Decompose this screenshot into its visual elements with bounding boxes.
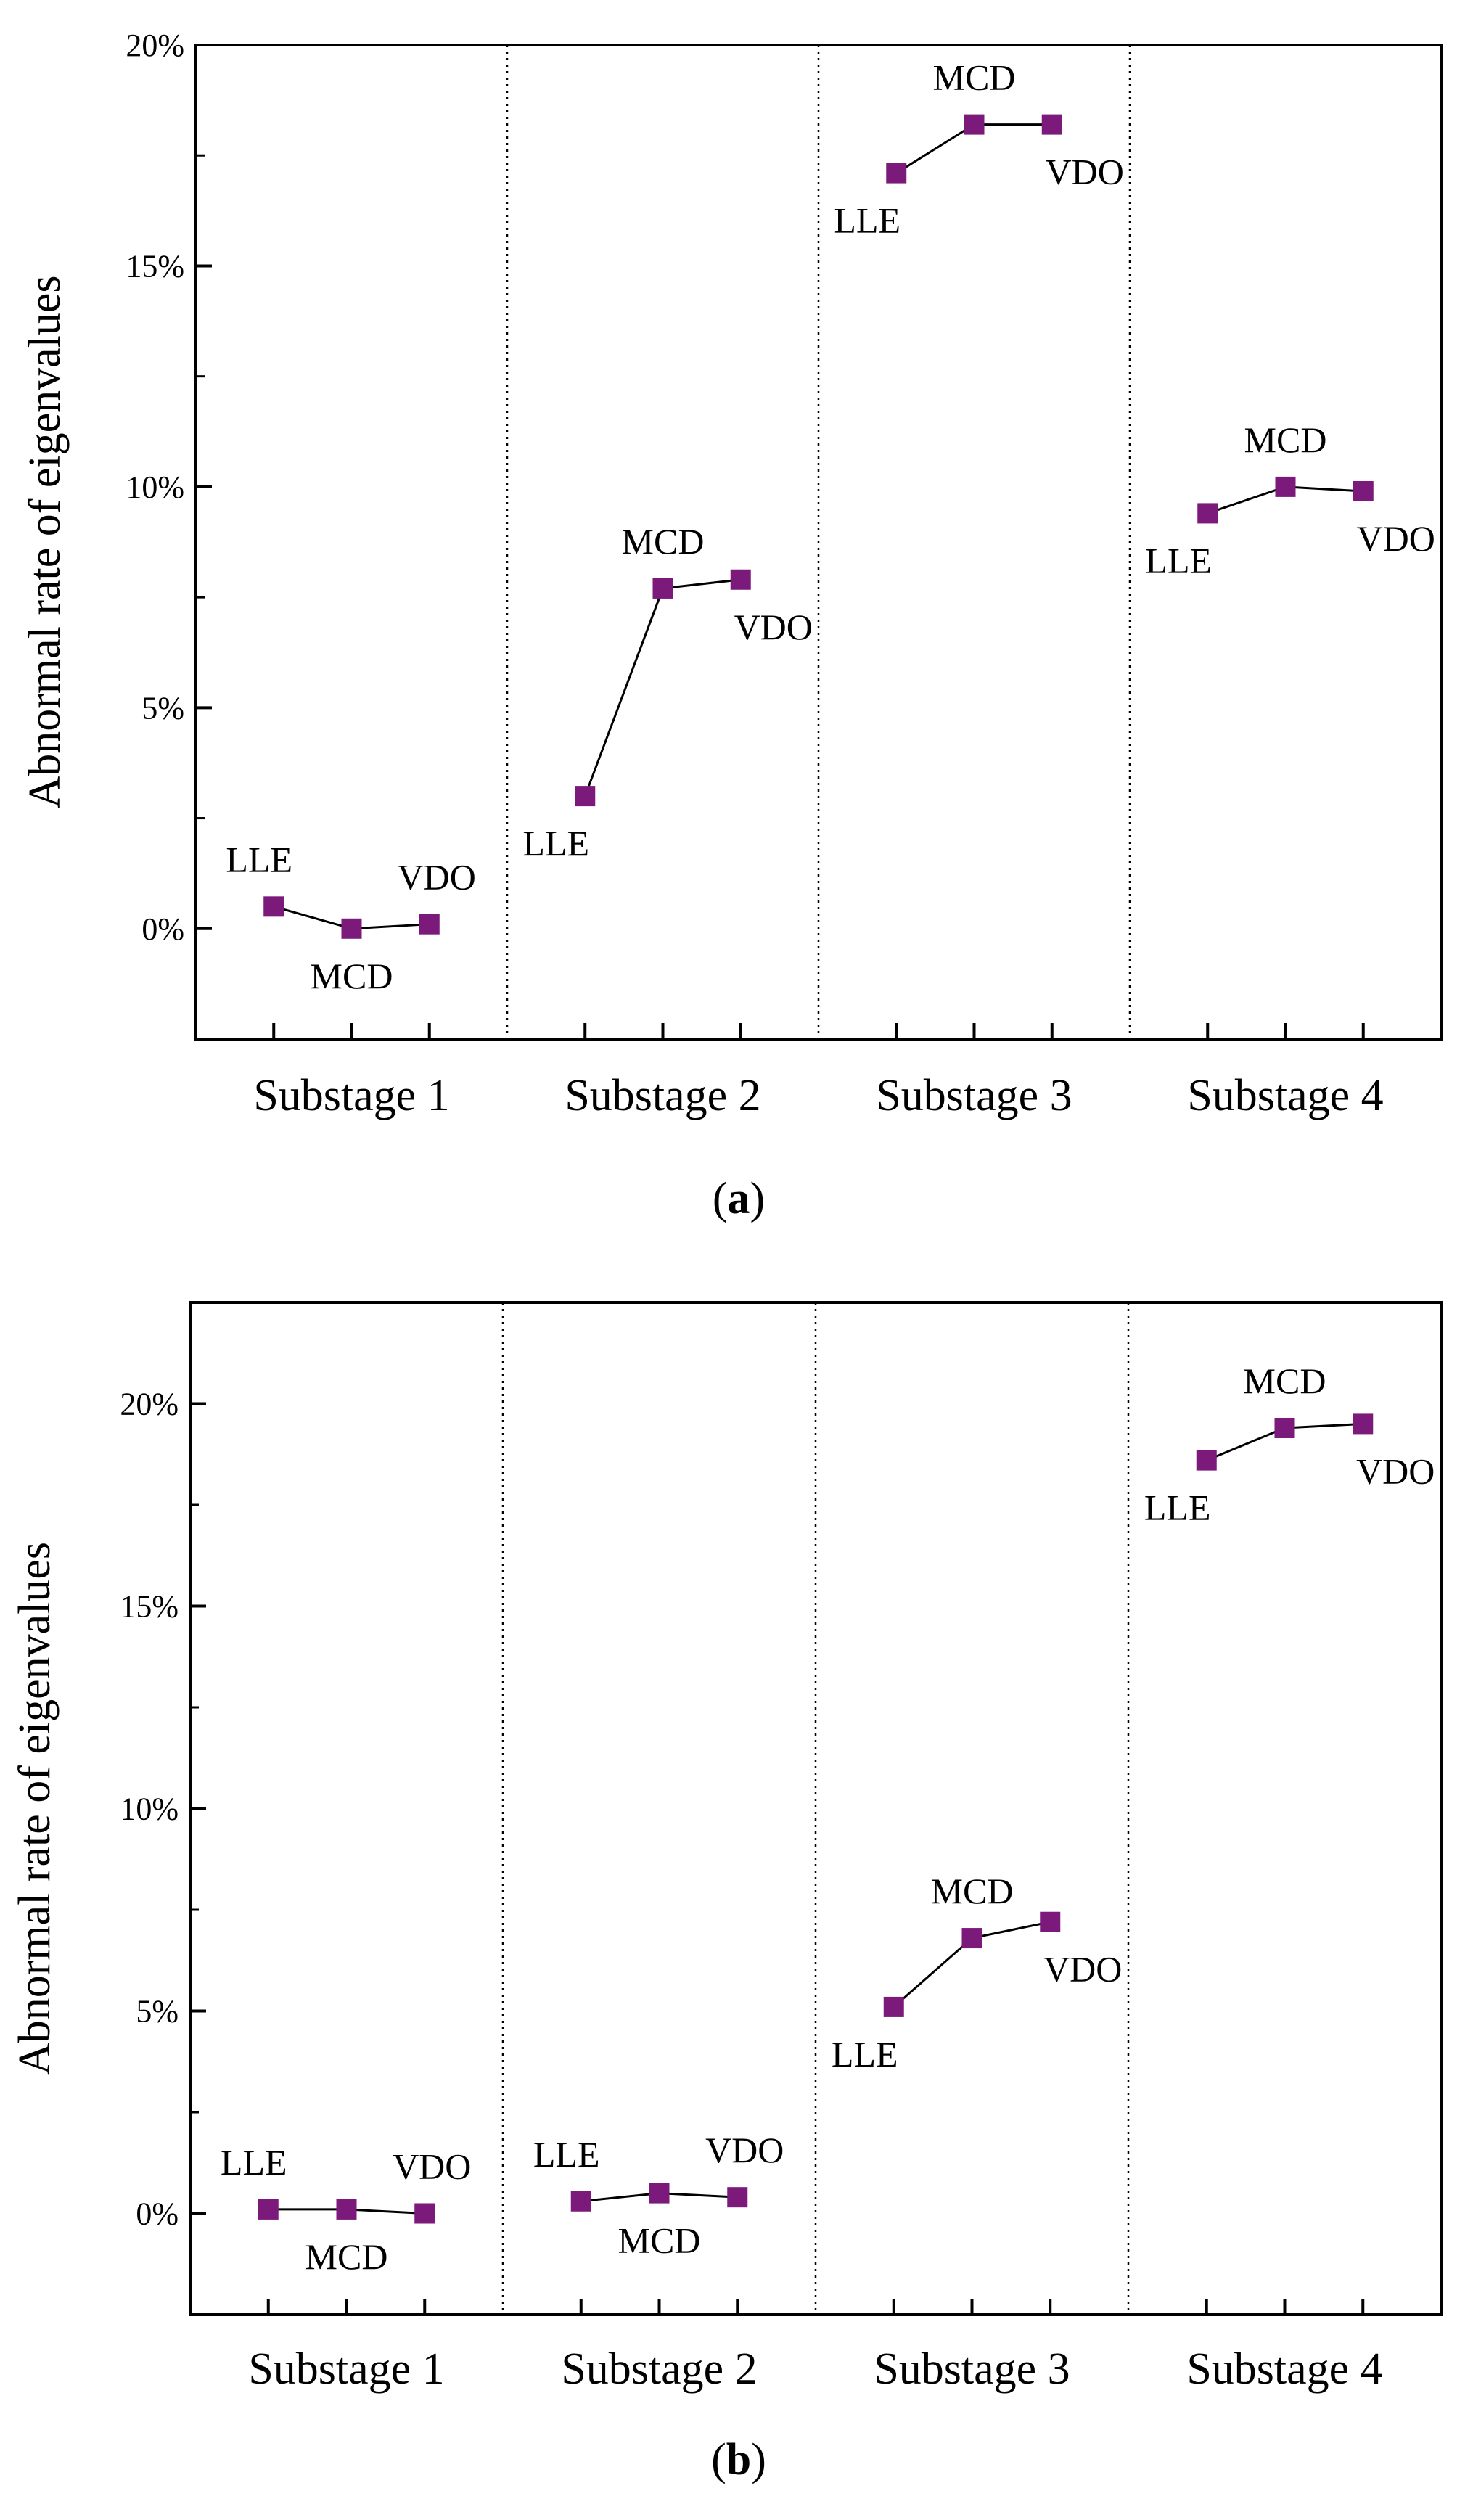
y-tick-label: 0%: [136, 2196, 179, 2232]
data-point-label: LLE: [832, 2034, 898, 2074]
data-point-marker: [964, 114, 985, 135]
chart-b: 0% 5% 10% 15% 20% Abnormal rate of eigenvalue…: [10, 1301, 1443, 2484]
data-point-marker: [961, 1928, 982, 1949]
substage-label: Substage 2: [565, 1071, 760, 1120]
substage-label: Substage 4: [1186, 2344, 1382, 2394]
data-point-label: MCD: [1244, 419, 1327, 460]
data-point-label: MCD: [931, 1871, 1014, 1911]
data-point-label: LLE: [1145, 540, 1212, 580]
data-point-label: MCD: [618, 2220, 701, 2261]
data-point-marker: [1275, 476, 1296, 497]
data-point-marker: [341, 918, 362, 939]
data-point-marker: [883, 1996, 904, 2017]
data-point-label: VDO: [1356, 1450, 1435, 1491]
data-point-marker: [419, 914, 440, 935]
data-point-marker: [258, 2199, 279, 2220]
data-point-marker: [1274, 1417, 1295, 1438]
data-point-label: MCD: [622, 521, 705, 562]
data-point-marker: [575, 786, 596, 807]
data-point-marker: [1196, 1450, 1217, 1471]
substage-label: Substage 1: [248, 2344, 444, 2394]
data-point-label: MCD: [311, 956, 393, 996]
data-point-label: LLE: [1144, 1487, 1211, 1528]
data-point-marker: [649, 2183, 670, 2204]
data-point-label: VDO: [734, 607, 813, 647]
chart-a: 0% 5% 10% 15% 20% Abnormal rate of eigenvalue…: [20, 28, 1443, 1223]
data-point-label: VDO: [1043, 1949, 1122, 1990]
data-point-marker: [730, 569, 751, 590]
data-point-label: VDO: [1046, 152, 1124, 192]
data-point-label: LLE: [834, 200, 900, 241]
data-point-label: LLE: [533, 2134, 600, 2175]
data-point-marker: [263, 896, 284, 917]
data-point-marker: [336, 2199, 357, 2220]
data-point-marker: [1353, 480, 1374, 501]
y-tick-label: 15%: [120, 1589, 179, 1625]
substage-label: Substage 2: [561, 2344, 757, 2394]
substage-label: Substage 1: [253, 1071, 449, 1120]
data-point-marker: [414, 2203, 435, 2224]
data-point-marker: [570, 2191, 591, 2212]
data-point-label: MCD: [933, 57, 1016, 98]
y-axis-title: Abnormal rate of eigenvalues: [20, 275, 70, 808]
data-point-label: VDO: [393, 2146, 471, 2187]
data-point-marker: [652, 578, 673, 599]
panel-caption: (b): [711, 2435, 766, 2484]
data-point-marker: [727, 2187, 748, 2208]
data-point-marker: [1353, 1413, 1374, 1435]
data-point-marker: [1197, 503, 1218, 524]
data-point-marker: [1040, 1911, 1061, 1932]
y-tick-label: 20%: [120, 1387, 179, 1422]
y-tick-label: 10%: [126, 469, 184, 505]
data-point-label: VDO: [398, 857, 476, 898]
data-point-label: MCD: [1244, 1360, 1326, 1401]
data-point-label: MCD: [305, 2236, 388, 2277]
y-tick-label: 5%: [136, 1994, 179, 2029]
substage-label: Substage 3: [876, 1071, 1072, 1120]
y-axis-title: Abnormal rate of eigenvalues: [10, 1542, 60, 2075]
y-tick-label: 5%: [141, 690, 184, 726]
data-point-label: LLE: [221, 2142, 287, 2183]
y-tick-label: 20%: [126, 28, 184, 63]
y-tick-label: 10%: [120, 1792, 179, 1827]
y-tick-label: 15%: [126, 248, 184, 284]
substage-label: Substage 4: [1187, 1071, 1383, 1120]
data-point-marker: [1041, 114, 1062, 135]
data-point-label: LLE: [522, 823, 589, 863]
data-point-marker: [886, 163, 907, 184]
panel-caption: (a): [713, 1174, 765, 1223]
data-point-label: VDO: [1357, 518, 1435, 559]
substage-label: Substage 3: [874, 2344, 1070, 2394]
data-point-label: LLE: [226, 839, 292, 879]
y-tick-label: 0%: [141, 911, 184, 947]
data-point-label: VDO: [705, 2130, 784, 2170]
